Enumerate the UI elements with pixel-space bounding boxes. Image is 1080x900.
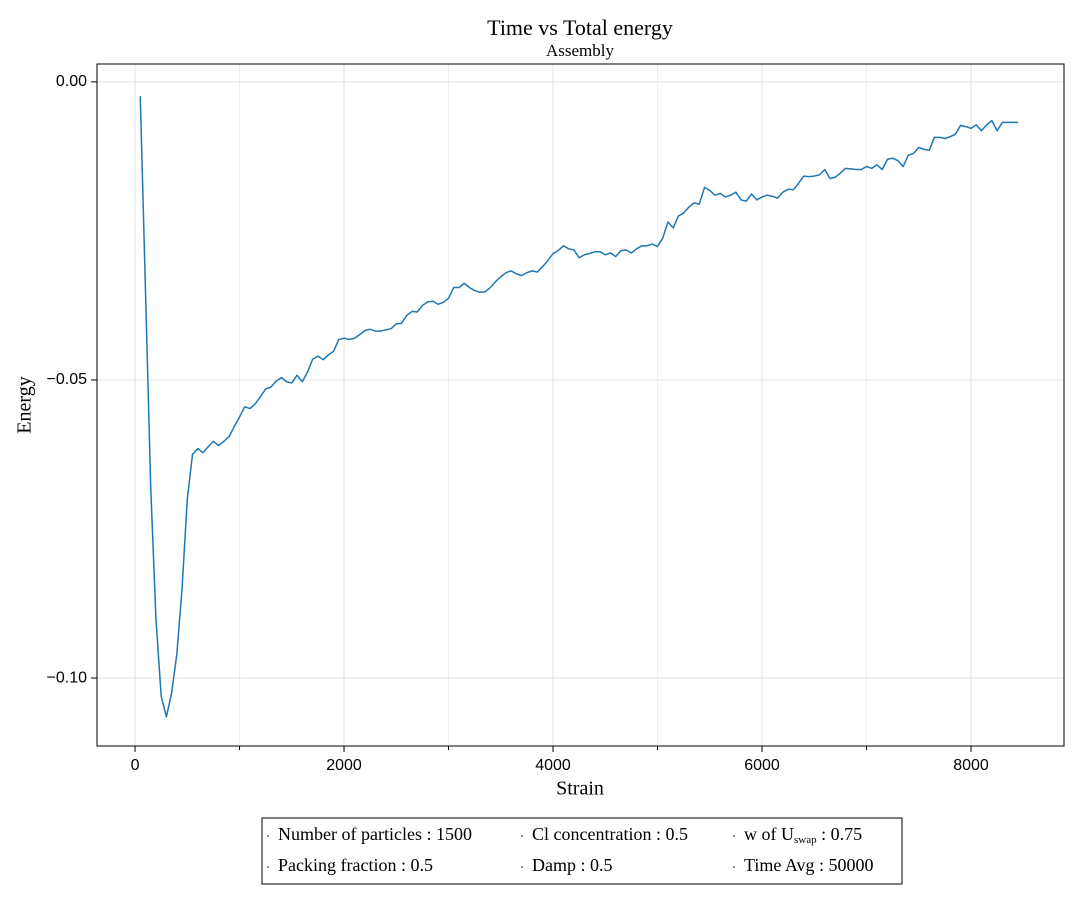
chart-title: Time vs Total energy — [487, 15, 673, 40]
legend-marker — [733, 835, 735, 837]
legend-label: Number of particles : 1500 — [278, 824, 472, 844]
x-tick-label: 4000 — [535, 757, 571, 774]
x-axis-label: Strain — [556, 778, 604, 800]
legend-label: Time Avg : 50000 — [744, 855, 874, 875]
x-tick-label: 2000 — [326, 757, 362, 774]
legend-marker — [733, 866, 735, 868]
legend-text: Number of particles : 1500 — [278, 824, 472, 844]
plot-frame — [96, 63, 1065, 747]
x-tick-label: 6000 — [744, 757, 780, 774]
legend-text: Packing fraction : 0.5 — [278, 855, 433, 875]
y-tick-label: −0.05 — [47, 371, 88, 388]
legend-text: Damp : 0.5 — [532, 855, 613, 875]
y-tick-label: −0.10 — [47, 669, 88, 686]
y-axis-label: Energy — [14, 376, 36, 433]
legend-marker — [521, 866, 523, 868]
y-tick-label: 0.00 — [56, 73, 87, 90]
legend-label: Damp : 0.5 — [532, 855, 613, 875]
legend-tail: : 0.75 — [817, 824, 863, 844]
legend-marker — [521, 835, 523, 837]
legend-text: w of U — [744, 824, 794, 844]
x-tick-label: 0 — [131, 757, 140, 774]
data-line — [139, 96, 1019, 718]
legend-subscript: swap — [794, 834, 817, 846]
legend-label: Cl concentration : 0.5 — [532, 824, 688, 844]
legend-text: Cl concentration : 0.5 — [532, 824, 688, 844]
legend-marker — [267, 835, 269, 837]
legend-box — [261, 817, 903, 885]
legend-marker — [267, 866, 269, 868]
legend-label: w of Uswap : 0.75 — [744, 824, 862, 845]
chart-subtitle: Assembly — [546, 41, 615, 60]
x-tick-label: 8000 — [953, 757, 989, 774]
legend-text: Time Avg : 50000 — [744, 855, 874, 875]
legend-label: Packing fraction : 0.5 — [278, 855, 433, 875]
